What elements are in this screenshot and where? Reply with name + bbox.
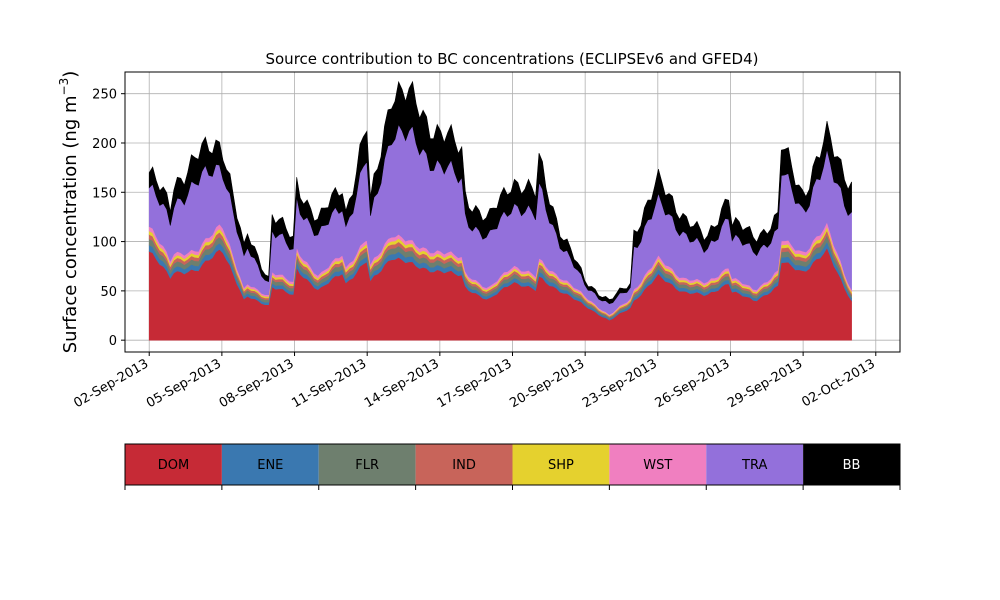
x-tick-label: 29-Sep-2013 [725, 356, 805, 411]
legend-label-wst: WST [643, 458, 672, 473]
x-tick-label: 23-Sep-2013 [580, 356, 660, 411]
y-axis-label-close: ) [60, 71, 81, 78]
legend-swatch-shp [512, 444, 610, 485]
x-tick-label: 02-Oct-2013 [799, 356, 877, 410]
x-tick-label: 14-Sep-2013 [362, 356, 442, 411]
x-tick-label: 08-Sep-2013 [217, 356, 297, 411]
legend-swatch-dom [125, 444, 222, 485]
x-tick-label: 20-Sep-2013 [507, 356, 587, 411]
legend-label-dom: DOM [158, 458, 189, 473]
x-tick-label: 05-Sep-2013 [144, 356, 224, 411]
area-bb [148, 80, 852, 305]
legend-swatch-tra [706, 444, 804, 485]
legend-label-bb: BB [843, 458, 861, 473]
chart-title: Source contribution to BC concentrations… [265, 50, 758, 68]
y-tick-label: 150 [92, 186, 117, 201]
y-tick-label: 0 [109, 334, 117, 349]
x-axis: 02-Sep-201305-Sep-201308-Sep-201311-Sep-… [71, 352, 878, 411]
y-axis-label: Surface concentration (ng m−3) [57, 71, 81, 354]
legend-label-flr: FLR [355, 458, 379, 473]
y-tick-label: 200 [92, 137, 117, 152]
y-axis-label-main: Surface concentration (ng m [60, 95, 81, 353]
x-tick-label: 26-Sep-2013 [653, 356, 733, 411]
y-tick-label: 100 [92, 236, 117, 251]
y-tick-label: 250 [92, 88, 117, 103]
y-tick-label: 50 [100, 285, 117, 300]
legend-label-ene: ENE [257, 458, 283, 473]
legend-label-shp: SHP [548, 458, 574, 473]
y-axis-label-superscript: −3 [57, 78, 71, 96]
legend-swatch-ind [415, 444, 513, 485]
x-tick-label: 17-Sep-2013 [435, 356, 515, 411]
legend-swatch-bb [803, 444, 900, 485]
stacked-areas [148, 80, 852, 341]
legend-label-tra: TRA [741, 458, 767, 473]
x-tick-label: 11-Sep-2013 [289, 356, 369, 411]
legend-swatch-wst [609, 444, 707, 485]
legend-swatch-ene [221, 444, 319, 485]
legend-colorbar: DOM ENE FLR IND SHP WST TRA BB [124, 443, 901, 490]
y-axis: 0 50 100 150 200 250 [92, 88, 125, 349]
legend-label-ind: IND [452, 458, 476, 473]
x-tick-label: 02-Sep-2013 [71, 356, 151, 411]
legend-swatch-flr [318, 444, 416, 485]
